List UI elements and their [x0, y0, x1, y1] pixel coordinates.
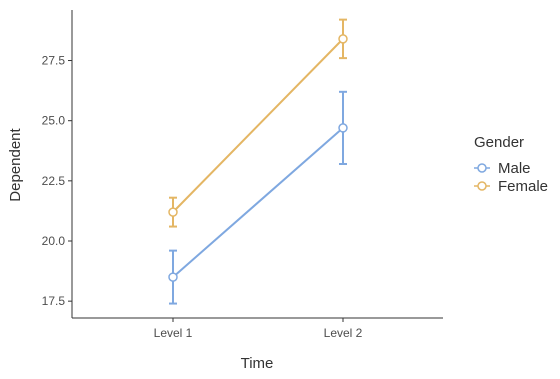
y-tick-label: 25.0 — [42, 114, 66, 128]
series-line — [172, 127, 344, 278]
axes — [71, 10, 443, 319]
legend-item-male: Male — [474, 160, 531, 177]
x-tick-label: Level 1 — [154, 326, 193, 340]
data-point — [338, 123, 348, 133]
data-point — [168, 207, 178, 217]
y-axis-title: Dependent — [7, 127, 24, 201]
legend-title: Gender — [474, 134, 524, 151]
y-tick-label: 22.5 — [42, 174, 66, 188]
legend-label: Male — [498, 160, 531, 177]
series-female — [168, 18, 348, 228]
data-point — [338, 34, 348, 44]
legend-key-marker — [477, 181, 487, 191]
ticks: 17.5 20.0 22.5 25.0 27.5 Level 1 Level 2 — [42, 54, 363, 340]
y-tick-label: 20.0 — [42, 234, 66, 248]
series-line — [172, 38, 344, 213]
x-tick-label: Level 2 — [324, 326, 363, 340]
series — [168, 18, 348, 305]
legend-item-female: Female — [474, 178, 548, 195]
legend-label: Female — [498, 178, 548, 195]
y-tick-label: 27.5 — [42, 54, 66, 68]
legend-key-marker — [477, 163, 487, 173]
y-tick-label: 17.5 — [42, 294, 66, 308]
x-axis-title: Time — [241, 355, 274, 372]
data-point — [168, 272, 178, 282]
series-male — [168, 90, 348, 305]
